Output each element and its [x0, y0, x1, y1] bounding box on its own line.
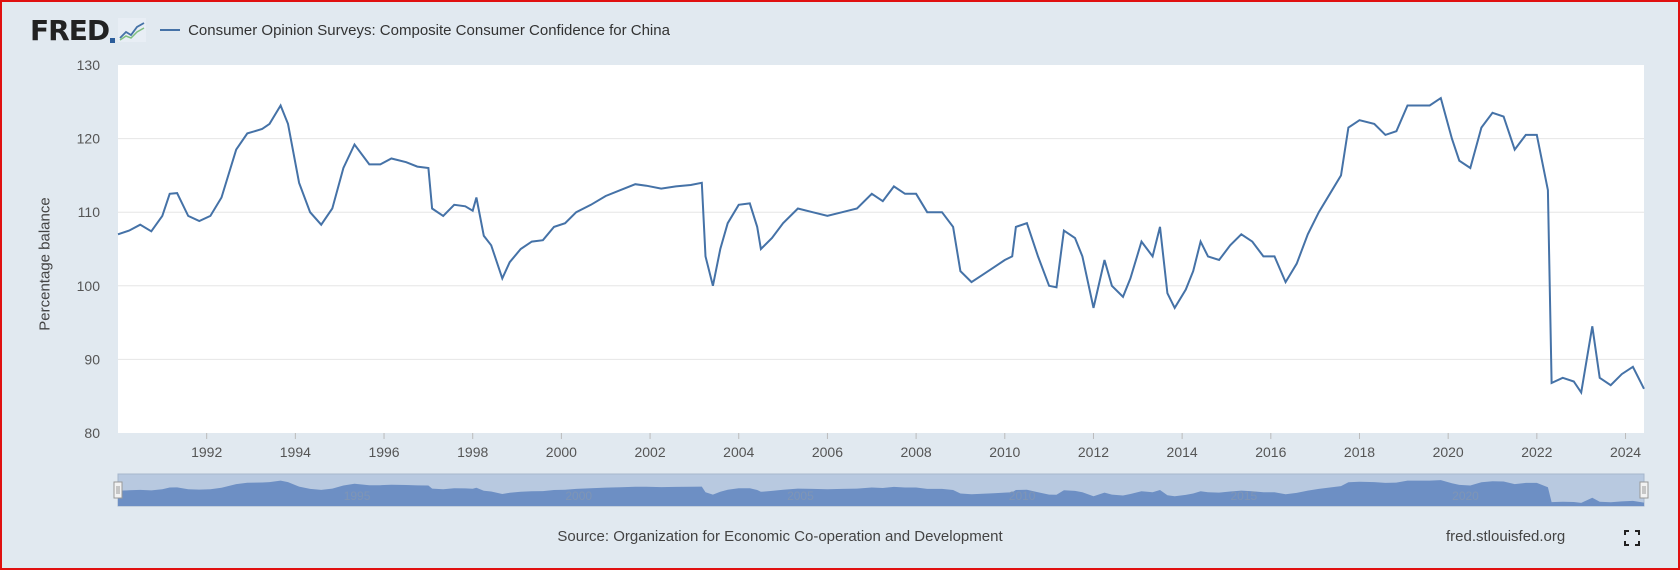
navigator-left-handle[interactable] [113, 481, 123, 499]
y-tick-label: 130 [77, 57, 101, 73]
y-tick-label: 90 [84, 351, 100, 367]
range-navigator[interactable]: 1995 2000 2005 2010 2015 2020 [113, 473, 1649, 507]
y-tick-label: 100 [77, 278, 101, 294]
x-tick-label: 2010 [989, 444, 1020, 460]
grid-lines [118, 138, 1644, 360]
navigator-right-handle[interactable] [1639, 481, 1649, 499]
x-tick-label: 2018 [1344, 444, 1375, 460]
fullscreen-icon[interactable] [1624, 530, 1640, 546]
x-tick-label: 2012 [1078, 444, 1109, 460]
x-tick-label: 1996 [368, 444, 399, 460]
x-tick-label: 1994 [280, 444, 311, 460]
navigator-area [118, 480, 1644, 506]
y-tick-label: 120 [77, 131, 101, 147]
y-tick-labels: 80 90 100 110 120 130 [77, 57, 101, 441]
logo-dot [110, 37, 116, 43]
x-tick-label: 2002 [634, 444, 665, 460]
x-tick-label: 2004 [723, 444, 754, 460]
legend[interactable]: Consumer Opinion Surveys: Composite Cons… [160, 22, 670, 39]
navigator-tick-label: 2000 [565, 489, 592, 503]
x-tick-label: 2000 [546, 444, 577, 460]
x-tick-label: 2008 [901, 444, 932, 460]
fred-logo[interactable]: FRED [30, 13, 110, 47]
navigator-tick-label: 1995 [344, 489, 371, 503]
x-tick-label: 2022 [1521, 444, 1552, 460]
y-tick-label: 110 [78, 204, 101, 220]
navigator-tick-label: 2010 [1009, 489, 1036, 503]
x-tick-label: 1992 [191, 444, 222, 460]
x-tick-label: 2014 [1167, 444, 1198, 460]
x-tick-label: 2020 [1433, 444, 1464, 460]
y-tick-label: 80 [84, 425, 100, 441]
logo-graph-icon [118, 18, 147, 42]
navigator-labels: 1995 2000 2005 2010 2015 2020 [344, 489, 1479, 503]
x-tick-labels: 1992 1994 1996 1998 2000 2002 2004 2006 2008 2010… [191, 433, 1641, 460]
navigator-tick-label: 2005 [787, 489, 814, 503]
site-link[interactable]: fred.stlouisfed.org [1446, 528, 1566, 545]
plot-area[interactable] [118, 65, 1644, 433]
navigator-tick-label: 2020 [1452, 489, 1479, 503]
legend-label: Consumer Opinion Surveys: Composite Cons… [188, 21, 670, 39]
source-text: Source: Organization for Economic Co-ope… [557, 528, 1003, 545]
series-line[interactable] [117, 96, 1645, 396]
navigator-tick-label: 2015 [1230, 489, 1257, 503]
x-tick-label: 2016 [1255, 444, 1286, 460]
x-tick-label: 2024 [1610, 444, 1641, 460]
legend-swatch [160, 29, 181, 31]
x-tick-label: 2006 [812, 444, 843, 460]
x-tick-label: 1998 [457, 444, 488, 460]
chart-header: FRED Consumer Opinion Surveys: Composite… [30, 13, 670, 47]
